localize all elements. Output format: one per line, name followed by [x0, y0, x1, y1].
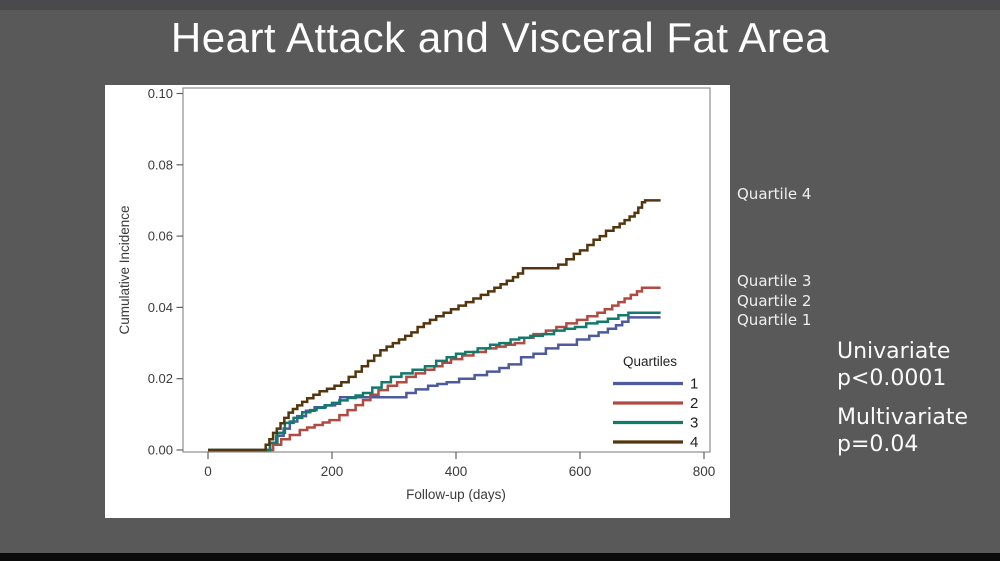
top-accent-bar [0, 0, 1000, 10]
series-path-quartile-4 [208, 199, 661, 452]
y-axis-title: Cumulative Incidence [117, 205, 132, 334]
univariate-label: Univariate [837, 339, 951, 364]
x-axis-tick-label: 800 [693, 464, 716, 479]
multivariate-stat: Multivariate p=0.04 [837, 404, 968, 458]
legend-label-quartile-1: 1 [690, 376, 698, 393]
legend-label-quartile-2: 2 [690, 395, 698, 412]
series-path-quartile-3 [208, 311, 661, 452]
curve-label-quartile-4: Quartile 4 [737, 185, 812, 203]
chart-panel: 0.00 0.02 0.04 0.06 0.08 0.10 0 200 400 600 800 Fol… [105, 85, 730, 518]
y-axis-tick-label: 0.00 [148, 443, 173, 458]
x-axis-title: Follow-up (days) [406, 487, 506, 502]
series-path-quartile-2 [208, 286, 661, 452]
plot-frame [182, 87, 711, 453]
legend-label-quartile-3: 3 [690, 415, 698, 432]
univariate-stat: Univariate p<0.0001 [837, 338, 950, 392]
y-axis-tick-label: 0.08 [148, 157, 173, 172]
y-axis-tick-label: 0.10 [148, 86, 173, 101]
x-axis-tick-label: 200 [321, 464, 344, 479]
curve-label-quartile-3: Quartile 3 [737, 272, 812, 290]
bottom-bar [0, 553, 1000, 561]
legend-title: Quartiles [623, 354, 677, 369]
y-axis-tick-label: 0.04 [148, 300, 173, 315]
univariate-pvalue: p<0.0001 [837, 366, 947, 391]
x-axis-tick-label: 400 [445, 464, 468, 479]
curve-label-quartile-1: Quartile 1 [737, 311, 812, 329]
y-axis-tick-label: 0.02 [148, 371, 173, 386]
slide-title: Heart Attack and Visceral Fat Area [170, 14, 830, 61]
curve-label-quartile-2: Quartile 2 [737, 292, 812, 310]
x-axis-tick-label: 0 [204, 464, 212, 479]
multivariate-pvalue: p=0.04 [837, 432, 919, 457]
cumulative-incidence-chart: 0.00 0.02 0.04 0.06 0.08 0.10 0 200 400 600 800 Fol… [117, 86, 716, 502]
multivariate-label: Multivariate [837, 405, 969, 430]
y-axis-tick-label: 0.06 [148, 229, 173, 244]
legend-label-quartile-4: 4 [690, 434, 698, 451]
x-axis-tick-label: 600 [569, 464, 592, 479]
